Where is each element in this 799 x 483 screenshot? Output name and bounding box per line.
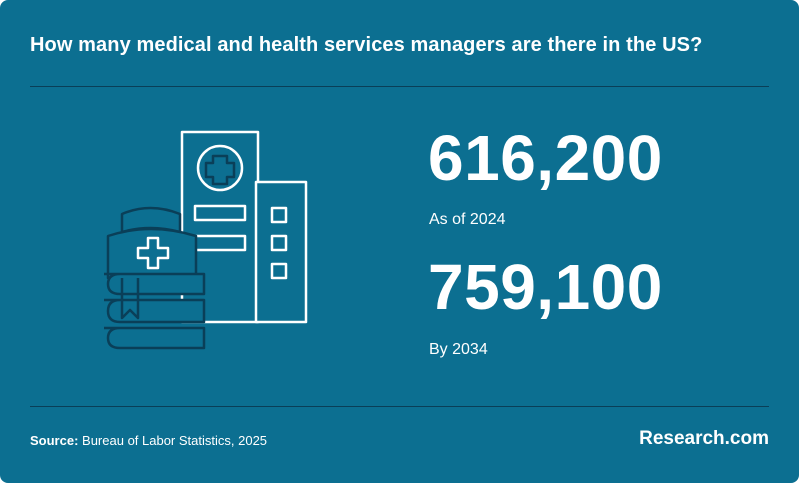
page-title: How many medical and health services man… (30, 34, 703, 56)
healthcare-illustration (104, 130, 308, 350)
brand-logo: Research.com (639, 428, 769, 449)
top-divider (30, 86, 769, 87)
stat-value-2024: 616,200 (428, 122, 663, 194)
source-label: Source: (30, 433, 79, 448)
bottom-divider (30, 406, 769, 407)
stat-label-2034: By 2034 (429, 341, 488, 358)
books-stack-icon (104, 272, 206, 350)
stat-label-2024: As of 2024 (429, 211, 506, 228)
source-citation: Source: Bureau of Labor Statistics, 2025 (30, 433, 267, 448)
nurse-cap-icon (106, 206, 198, 280)
source-text: Bureau of Labor Statistics, 2025 (82, 433, 268, 448)
stat-value-2034: 759,100 (428, 251, 663, 323)
medical-cross-icon (196, 144, 244, 192)
